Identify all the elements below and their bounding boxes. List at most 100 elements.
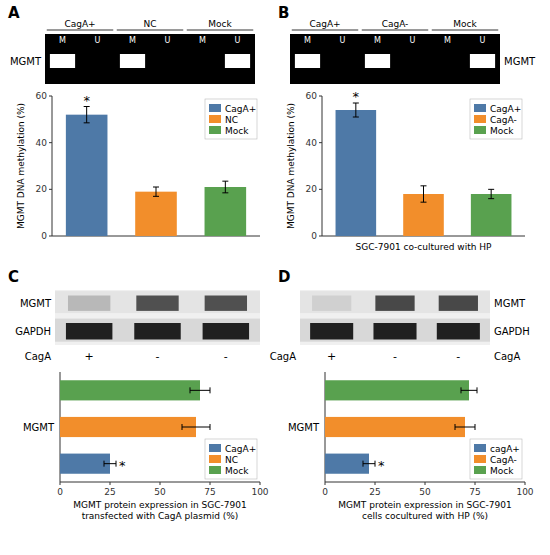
bar	[60, 454, 110, 474]
error-bar	[190, 387, 210, 393]
gel-label: MGMT	[10, 56, 42, 67]
legend-frame	[205, 439, 257, 479]
gel: BMUMUMUCagA+CagA-MockMGMT	[278, 4, 536, 84]
blot-band	[136, 296, 178, 311]
tick	[525, 482, 526, 485]
legend-label: CagA+	[225, 444, 256, 454]
legend-swatch	[474, 104, 486, 112]
error-cap	[421, 202, 427, 203]
legend-label: CagA+	[490, 104, 521, 114]
bar	[325, 454, 369, 474]
error-bar	[222, 181, 228, 193]
group-label: Mock	[453, 19, 477, 29]
bar	[66, 115, 108, 236]
bar-chart: 0204060*MGMT DNA methylation (%)CagA+NCM…	[16, 91, 260, 241]
gel-band	[295, 54, 320, 68]
error-cap	[455, 424, 456, 430]
legend-swatch	[474, 466, 486, 474]
text-line: MGMT protein expression in SGC-7901	[338, 500, 511, 510]
error-line	[423, 186, 424, 202]
figure: AMUMUMUCagA+NCMockMGMT0204060*MGMT DNA m…	[0, 0, 550, 555]
group-overline	[117, 30, 184, 31]
tick-label: 25	[104, 487, 115, 497]
tick-label: 60	[36, 91, 48, 101]
error-bar	[363, 461, 375, 467]
blot-band	[312, 296, 351, 311]
tick-label: 100	[251, 487, 268, 497]
bar	[205, 187, 247, 236]
tick	[375, 482, 376, 485]
blot-band	[373, 323, 416, 340]
legend-swatch	[209, 455, 221, 463]
group-overline	[47, 30, 114, 31]
gel: AMUMUMUCagA+NCMockMGMT	[8, 4, 255, 84]
tick-label: 75	[204, 487, 215, 497]
legend-swatch	[209, 444, 221, 452]
bar-chart: 0255075100*MGMTMGMT protein expression i…	[288, 372, 534, 521]
group-overline	[362, 30, 429, 31]
error-cap	[477, 387, 478, 393]
blot-stripe	[55, 291, 260, 313]
tick	[425, 482, 426, 485]
legend-label: NC	[225, 115, 238, 125]
legend-swatch	[474, 455, 486, 463]
error-cap	[353, 117, 359, 118]
error-line	[491, 189, 492, 198]
y-axis-label: MGMT DNA methylation (%)	[16, 103, 26, 229]
error-line	[461, 390, 477, 391]
tick-label: 60	[306, 91, 318, 101]
y-axis-label: MGMT	[23, 422, 55, 433]
gel-band	[50, 54, 75, 68]
tick	[60, 482, 61, 485]
bar	[135, 192, 177, 236]
error-cap	[475, 424, 476, 430]
lane-label: U	[480, 36, 486, 45]
lane-condition: -	[156, 350, 160, 363]
bar	[471, 194, 512, 236]
gel-band	[225, 54, 250, 68]
axis-line	[322, 96, 323, 236]
error-cap	[190, 387, 191, 393]
group-label: NC	[143, 19, 156, 29]
bar	[60, 417, 196, 437]
lane-label: M	[374, 36, 381, 45]
group-overline	[187, 30, 254, 31]
error-bar	[461, 387, 477, 393]
blot-band	[375, 296, 414, 311]
tick	[319, 142, 322, 143]
text-line: cells cocultured with HP (%)	[362, 511, 488, 521]
lane-label: M	[199, 36, 206, 45]
legend-swatch	[209, 126, 221, 134]
lane-label: M	[59, 36, 66, 45]
text-line: transfected with CagA plasmid (%)	[82, 511, 239, 521]
error-cap	[153, 187, 159, 188]
western-blot: CMGMTGAPDH+--CagA	[8, 268, 260, 363]
bar	[336, 110, 377, 236]
lane-condition: -	[393, 350, 397, 363]
tick	[49, 189, 52, 190]
panel-label: D	[278, 268, 290, 286]
marks	[336, 103, 512, 236]
significance-mark: *	[119, 458, 126, 473]
legend-swatch	[474, 444, 486, 452]
significance-mark: *	[353, 89, 360, 104]
bar	[325, 380, 469, 400]
lane-label: M	[304, 36, 311, 45]
group-overline	[292, 30, 359, 31]
lane-label: U	[165, 36, 171, 45]
error-line	[355, 103, 356, 117]
tick	[49, 96, 52, 97]
error-cap	[116, 461, 117, 467]
error-cap	[363, 461, 364, 467]
legend-label: cagA+	[490, 444, 520, 454]
tick-label: 0	[322, 487, 328, 497]
legend-label: CagA+	[225, 104, 256, 114]
tick	[319, 236, 322, 237]
gel-label: MGMT	[504, 56, 536, 67]
x-axis-label: SGC-7901 co-cultured with HP	[355, 242, 492, 252]
panel-label: B	[278, 4, 289, 22]
legend: CagA+NCMock	[205, 439, 257, 479]
error-cap	[84, 122, 90, 123]
blot-row-label: GAPDH	[15, 326, 51, 337]
blot-band	[439, 296, 478, 311]
